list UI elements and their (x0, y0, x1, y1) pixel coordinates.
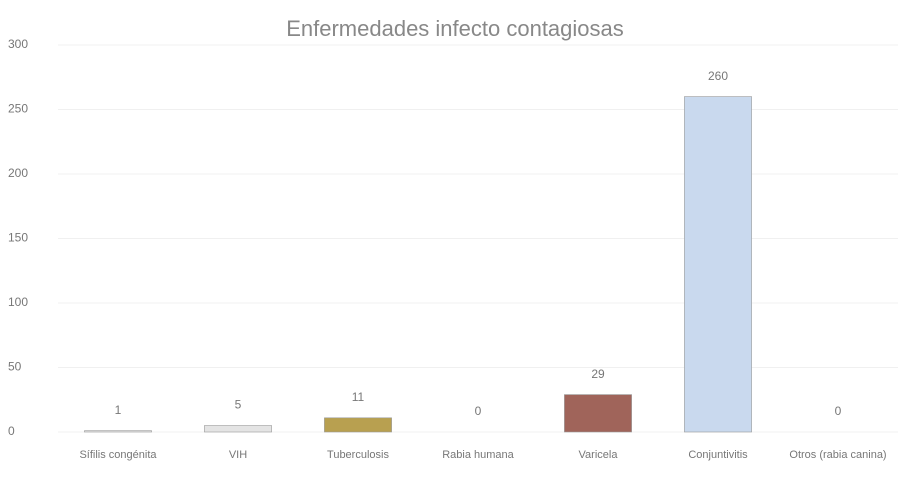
x-tick-label: VIH (228, 449, 248, 461)
y-tick-label: 150 (8, 231, 28, 245)
y-tick-label: 50 (8, 360, 22, 374)
bar (84, 430, 152, 433)
y-tick-label: 100 (8, 295, 28, 309)
value-label: 1 (115, 403, 122, 417)
x-tick-label: Conjuntivitis (688, 449, 748, 461)
y-tick-label: 250 (8, 102, 28, 116)
bar (684, 96, 752, 433)
bar (324, 417, 392, 433)
value-label: 0 (475, 404, 482, 418)
x-tick-label: Varicela (578, 449, 618, 461)
bar (564, 394, 632, 433)
bar (204, 425, 272, 433)
y-tick-label: 200 (8, 166, 28, 180)
y-tick-label: 300 (8, 37, 28, 51)
value-label: 29 (591, 367, 605, 381)
value-label: 11 (352, 390, 365, 404)
value-label: 0 (835, 404, 842, 418)
value-label: 5 (235, 398, 242, 412)
x-tick-label: Tuberculosis (327, 449, 389, 461)
value-label: 260 (708, 69, 728, 83)
x-tick-label: Rabia humana (442, 449, 514, 461)
x-tick-label: Sífilis congénita (79, 449, 157, 461)
chart-title: Enfermedades infecto contagiosas (286, 16, 624, 41)
x-tick-label: Otros (rabia canina) (789, 449, 887, 461)
y-tick-label: 0 (8, 424, 15, 438)
